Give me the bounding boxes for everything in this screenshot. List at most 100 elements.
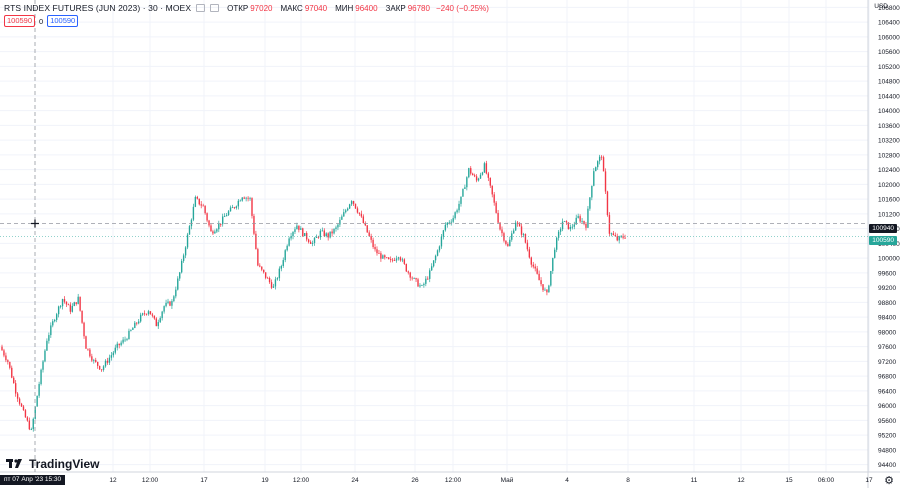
candle-body [120,342,122,346]
time-axis-ticks: 12 12:00 17 19 12:00 24 26 12:00 Май 4 8 11 12 15 06:0… [109,476,873,484]
candle-body [513,230,515,234]
candle-body [503,233,505,241]
crosshair-price-label: 100940 [869,224,897,233]
candle-body [534,266,536,269]
candle-body [278,268,281,279]
candle-body [55,314,58,320]
candle-body [5,355,7,361]
candle-body [452,218,454,222]
candle-body [7,360,9,362]
candle-body [618,236,620,241]
candle-body [464,187,466,189]
candle-body [50,325,52,336]
candle-body [376,249,378,254]
candle-body [214,231,216,234]
candle-body [223,216,226,218]
candle-body [222,216,224,225]
candle-body [134,322,136,329]
x-tick-label: 8 [626,477,630,484]
y-tick-label: 105200 [878,64,900,71]
ask-button[interactable]: 100590 [47,15,79,27]
candle-body [276,278,279,280]
y-tick-label: 102000 [878,182,900,189]
crosshair-icon [31,219,39,228]
tradingview-logo[interactable]: TradingView [6,457,99,471]
candle-body [487,173,490,178]
candle-body [118,343,120,346]
candle-body [171,301,173,306]
candle-body [175,289,177,297]
candle-body [245,197,247,199]
y-tick-label: 103600 [878,123,900,130]
candle-body [192,206,195,220]
x-tick-label: 06:00 [818,477,835,484]
y-tick-label: 102800 [878,152,900,159]
candle-body [561,221,564,230]
candle-body [67,304,70,306]
candle-body [194,196,197,207]
candle-body [468,168,470,178]
candle-body [57,306,60,315]
spread-value: 0 [39,16,44,26]
candle-body [52,321,54,326]
candle-body [462,188,464,197]
candle-body [313,237,316,243]
symbol-title[interactable]: RTS INDEX FUTURES (JUN 2023) · 30 · MOEX [4,3,192,13]
bid-button[interactable]: 100590 [4,15,36,27]
candle-body [597,161,599,168]
candle-body [616,236,618,241]
candle-body [235,206,238,209]
candle-body [583,220,585,224]
candle-body [208,220,210,226]
candle-body [380,253,382,259]
gear-icon[interactable]: ⚙ [884,475,894,487]
y-tick-label: 101600 [878,197,900,204]
candle-body [54,319,56,322]
candle-body [509,239,511,247]
candle-body [622,236,624,238]
candle-body [575,217,577,225]
low-value: 96400 [355,3,378,13]
candle-body [507,243,509,247]
candle-body [34,406,36,419]
last-price-label: 100590 [869,236,897,245]
candle-body [518,223,521,227]
candle-body [210,225,212,232]
low-label: МИН [335,3,354,13]
visibility-icon[interactable] [210,4,220,12]
y-tick-label: 95200 [878,433,896,440]
candle-body [190,219,193,227]
x-tick-label: 12:00 [142,477,159,484]
candle-body [475,176,478,181]
candle-body [132,328,134,330]
y-tick-label: 98000 [878,329,896,336]
candle-body [495,202,497,213]
candle-body [552,257,554,271]
candle-body [550,270,552,286]
candle-body [249,198,251,199]
candle-body [83,322,85,337]
candle-body [87,348,89,350]
candle-body [407,271,409,273]
candle-body [102,366,105,370]
candle-body [554,249,556,258]
candle-body [364,223,366,226]
candle-body [77,296,79,304]
candle-body [241,197,243,201]
candle-body [270,282,273,288]
candle-body [114,347,116,353]
candle-body [399,257,402,261]
open-value: 97020 [250,3,273,13]
candle-body [138,321,140,324]
candle-body [71,306,74,312]
candle-body [360,213,363,217]
settings-icon[interactable] [196,4,206,12]
chart-grid [0,0,870,472]
candle-body [229,207,232,212]
y-tick-label: 98800 [878,300,896,307]
candle-body [389,259,392,260]
candle-body [169,301,171,306]
candle-body [528,249,531,258]
currency-label[interactable]: USD [874,3,888,10]
